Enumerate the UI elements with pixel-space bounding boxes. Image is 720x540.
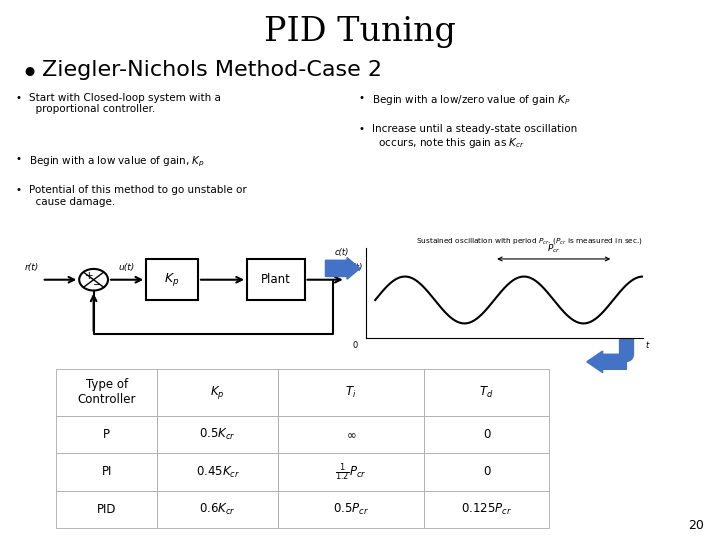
Text: PID Tuning: PID Tuning [264,16,456,48]
Text: +: + [85,272,94,281]
Text: 20: 20 [688,519,704,532]
Text: $K_p$: $K_p$ [164,271,180,288]
FancyBboxPatch shape [146,260,198,300]
Text: •: • [16,93,22,103]
FancyArrow shape [325,258,360,279]
Text: •: • [359,124,364,134]
Text: Start with Closed-loop system with a
  proportional controller.: Start with Closed-loop system with a pro… [29,93,220,114]
Text: r(t): r(t) [24,262,39,272]
Text: Potential of this method to go unstable or
  cause damage.: Potential of this method to go unstable … [29,185,246,207]
Text: 0: 0 [352,341,357,350]
Text: −: − [93,280,102,290]
Text: c(t): c(t) [335,248,349,258]
Text: •: • [20,60,38,90]
Text: u(t): u(t) [119,262,135,272]
Text: Sustained oscillation with period $P_{cr}$. ($P_{cr}$ is measured in sec.): Sustained oscillation with period $P_{cr… [416,237,643,246]
Text: •: • [16,154,22,165]
Text: Begin with a low/zero value of gain $K_P$: Begin with a low/zero value of gain $K_P… [372,93,570,107]
Text: t: t [646,341,649,350]
Text: •: • [359,93,364,103]
Text: Plant: Plant [261,273,291,286]
Text: •: • [16,185,22,195]
FancyArrow shape [587,351,626,373]
Text: Begin with a low value of gain, $K_p$: Begin with a low value of gain, $K_p$ [29,154,204,169]
FancyBboxPatch shape [247,260,305,300]
Text: Increase until a steady-state oscillation
  occurs, note this gain as $K_{cr}$: Increase until a steady-state oscillatio… [372,124,577,150]
Text: Ziegler-Nichols Method-Case 2: Ziegler-Nichols Method-Case 2 [42,60,382,80]
Text: $P_{cr}$: $P_{cr}$ [546,242,561,255]
Text: c(t): c(t) [348,262,364,272]
